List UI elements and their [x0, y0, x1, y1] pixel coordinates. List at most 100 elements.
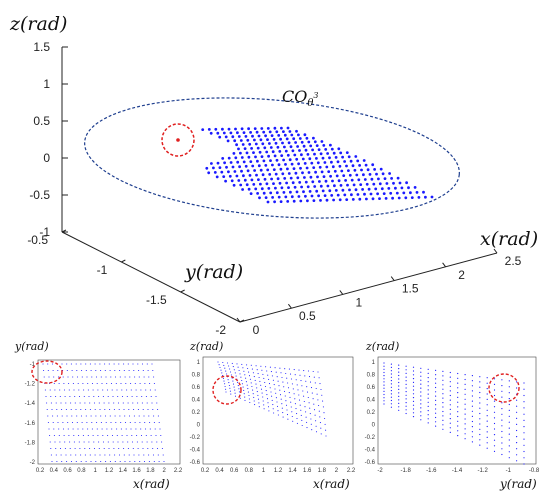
main-data-point	[242, 131, 246, 135]
xy-data-point	[113, 408, 115, 411]
yz-data-point	[493, 394, 496, 397]
xz-data-point	[323, 412, 325, 414]
xz-data-point	[276, 405, 279, 407]
main-data-point	[254, 187, 258, 191]
yz-projection-panel: -2 -1.8 -1.6 -1.4 -1.2 -1 -0.8 1 0.8 0.6 0.4 0.2 0 -…	[365, 340, 540, 491]
xy-data-point	[89, 447, 91, 450]
xz-data-point	[278, 385, 280, 387]
yz-data-point	[471, 390, 473, 392]
xz-data-point	[317, 371, 319, 373]
yz-data-point	[523, 394, 525, 397]
main-data-point	[373, 168, 376, 171]
yz-data-point	[523, 401, 525, 403]
xy-data-point	[139, 421, 141, 424]
main-data-point	[277, 195, 281, 199]
yz-data-point	[412, 400, 415, 402]
yz-data-point	[398, 409, 400, 411]
main-data-point	[240, 156, 244, 159]
main-data-point	[397, 196, 401, 200]
xy-data-point	[118, 363, 120, 365]
main-data-point	[241, 188, 245, 191]
main-data-point	[268, 173, 272, 176]
xz-data-point	[261, 392, 263, 394]
xy-data-point	[129, 460, 131, 463]
xy-data-point	[118, 408, 120, 411]
xz-data-point	[306, 391, 309, 393]
xy-data-point	[132, 402, 134, 404]
xy-data-point	[93, 441, 95, 443]
xy-data-point	[50, 395, 52, 398]
xz-data-point	[243, 393, 245, 395]
yz-data-point	[516, 454, 518, 456]
xy-y-ticks: -1 -1.2 -1.4 -1.6 -1.8 -2	[25, 362, 36, 466]
main-data-point	[226, 139, 230, 143]
xy-data-point	[131, 395, 133, 398]
xy-data-point	[61, 415, 63, 417]
z-tick-label: 1.5	[33, 40, 50, 54]
xy-data-point	[81, 421, 83, 424]
main-data-point	[417, 196, 421, 199]
xy-data-point	[119, 460, 121, 463]
main-data-point	[279, 167, 283, 171]
xz-data-point	[289, 396, 291, 398]
xz-data-point	[283, 386, 285, 388]
xy-data-point	[78, 389, 80, 391]
xz-data-point	[233, 369, 235, 371]
xy-data-point	[132, 363, 134, 365]
main-data-point	[299, 199, 303, 203]
xy-data-point	[80, 415, 83, 417]
main-data-point	[288, 158, 292, 162]
main-data-point	[382, 192, 386, 196]
yz-data-point	[516, 429, 518, 432]
yz-data-point	[501, 419, 503, 421]
xy-data-point	[99, 454, 101, 456]
main-data-point	[430, 195, 434, 199]
main-data-point	[279, 137, 282, 141]
xy-data-point	[58, 434, 60, 437]
xy-data-point	[144, 382, 146, 385]
main-data-point	[264, 164, 268, 167]
xz-data-point	[222, 375, 224, 377]
xz-data-point	[248, 398, 250, 400]
yz-data-point	[493, 411, 496, 413]
xy-data-point	[81, 376, 83, 378]
y-tick-mark	[121, 259, 126, 263]
xz-y-tick-label: 0	[197, 423, 201, 429]
yz-data-point	[486, 420, 488, 422]
xz-data-point	[233, 386, 235, 388]
yz-y-tick-label: 0.2	[367, 410, 376, 416]
xz-data-point	[234, 372, 236, 374]
main-data-point	[312, 199, 316, 203]
main-data-point	[289, 190, 292, 194]
main-data-point	[255, 130, 259, 134]
x-tick-label: 1	[355, 295, 362, 309]
yz-data-point	[383, 368, 385, 370]
yz-data-point	[493, 450, 496, 452]
xy-data-point	[126, 389, 128, 391]
xy-data-point	[153, 421, 155, 424]
main-data-point	[234, 127, 237, 131]
xy-data-point	[141, 395, 143, 398]
yz-y-ticks: 1 0.8 0.6 0.4 0.2 0 -0.2 -0.4 -0.6	[365, 360, 376, 466]
yz-data-point	[405, 405, 407, 407]
main-data-point	[210, 162, 213, 165]
xy-data-point	[51, 363, 54, 365]
main-data-point	[356, 193, 360, 196]
xz-data-point	[264, 385, 267, 388]
main-data-point	[235, 174, 239, 178]
main-data-point	[280, 154, 284, 158]
yz-data-point	[523, 457, 525, 459]
yz-data-point	[412, 374, 415, 376]
xy-data-point	[134, 376, 136, 378]
xy-data-point	[106, 389, 109, 391]
xz-y-tick-label: -0.6	[190, 460, 201, 466]
main-data-point	[238, 165, 242, 169]
yz-data-point	[471, 405, 473, 407]
main-data-point	[322, 144, 326, 147]
yz-data-point	[383, 371, 385, 374]
xz-data-point	[324, 417, 326, 420]
xy-data-point	[47, 363, 49, 365]
xy-data-point	[42, 363, 44, 365]
yz-x-tick-label: -1.2	[477, 468, 488, 474]
yz-data-point	[508, 380, 510, 382]
